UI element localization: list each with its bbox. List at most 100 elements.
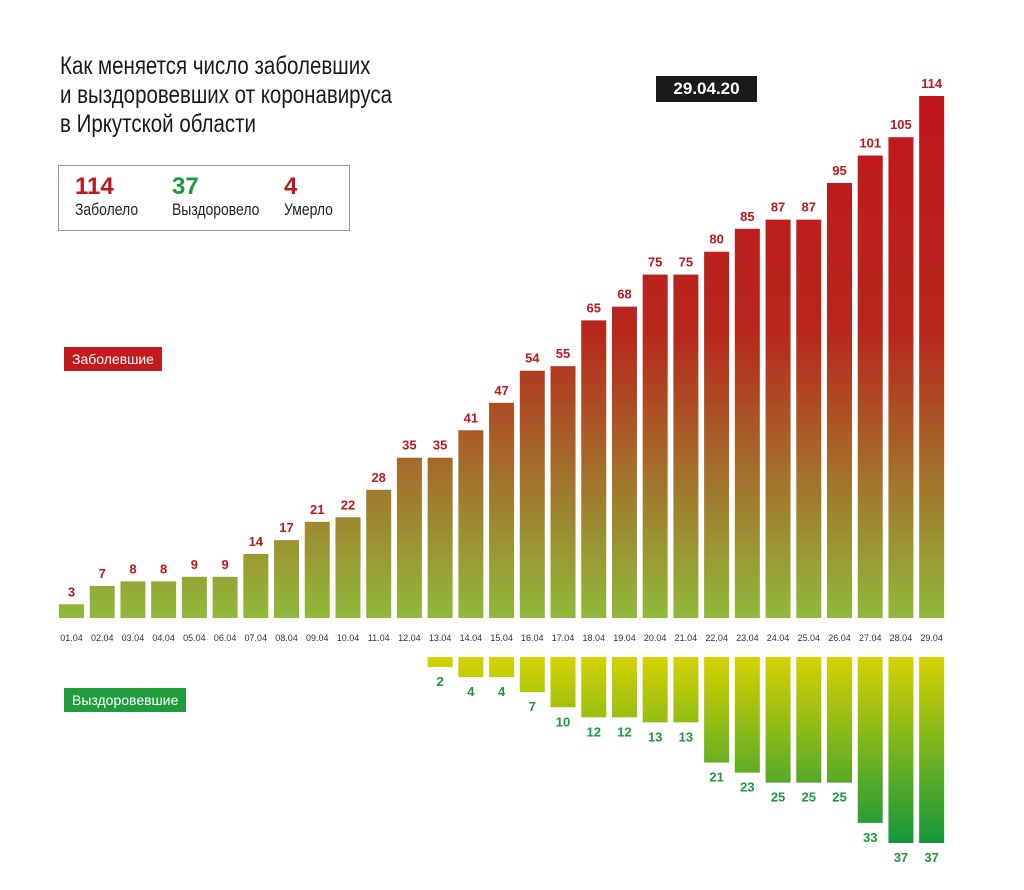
title-line: Как меняется число заболевших [60, 52, 371, 80]
infected-bar [857, 155, 883, 619]
infected-value-label: 105 [890, 117, 912, 132]
recovered-bar [765, 657, 791, 783]
x-tick-label: 16.04 [521, 633, 544, 643]
infected-value-label: 3 [68, 584, 75, 599]
infected-value-label: 41 [464, 410, 478, 425]
infected-bar [59, 604, 84, 618]
stat-infected: 114 Заболело [75, 174, 152, 220]
recovered-bar [427, 657, 453, 668]
recovered-value-label: 37 [924, 850, 938, 865]
x-tick-label: 28.04 [890, 633, 913, 643]
infected-value-label: 9 [191, 557, 198, 572]
stat-label: Выздоровело [172, 200, 260, 219]
infected-bar [151, 581, 177, 618]
recovered-value-label: 25 [832, 790, 846, 805]
x-tick-label: 05.04 [183, 633, 206, 643]
infected-value-label: 35 [433, 438, 447, 453]
infected-value-label: 87 [802, 200, 816, 215]
infected-value-label: 21 [310, 502, 324, 517]
infected-bar [519, 370, 545, 618]
x-tick-label: 06.04 [214, 633, 237, 643]
x-tick-label: 18.04 [582, 633, 605, 643]
legend-infected: Заболевшие [64, 347, 162, 371]
title-line: и выздоровевших от коронавируса [60, 81, 393, 109]
infected-bar [704, 251, 730, 618]
stat-value: 37 [172, 173, 199, 200]
recovered-value-label: 4 [498, 684, 506, 699]
x-tick-label: 17.04 [552, 633, 575, 643]
infected-value-label: 101 [859, 136, 881, 151]
x-tick-label: 04.04 [152, 633, 175, 643]
x-tick-label: 09.04 [306, 633, 329, 643]
recovered-bar [550, 657, 576, 708]
infected-value-label: 8 [129, 561, 136, 576]
infected-value-label: 68 [617, 287, 631, 302]
x-tick-label: 20.04 [644, 633, 667, 643]
infected-bar [581, 320, 607, 618]
recovered-bar [734, 657, 760, 773]
stat-label: Заболело [75, 200, 139, 219]
recovered-value-label: 21 [709, 770, 723, 785]
infected-bar [919, 96, 945, 618]
infected-value-label: 85 [740, 209, 754, 224]
recovered-bar [642, 657, 668, 723]
infected-value-label: 14 [249, 534, 264, 549]
title-line: в Иркутской области [60, 110, 257, 138]
infected-bar [274, 540, 300, 618]
recovered-bar [581, 657, 607, 718]
infected-value-label: 54 [525, 351, 540, 366]
date-badge: 29.04.20 [656, 76, 757, 102]
infected-bar [765, 219, 791, 618]
x-tick-label: 11.04 [368, 633, 390, 643]
infected-bar [243, 553, 269, 618]
recovered-bar [611, 657, 637, 718]
recovered-value-label: 25 [802, 790, 816, 805]
infected-bar [335, 517, 361, 618]
stat-deaths: 4 Умерло [284, 174, 344, 220]
infected-value-label: 35 [402, 438, 416, 453]
infected-bar [120, 581, 146, 618]
infected-bar [304, 521, 330, 618]
x-tick-label: 19.04 [613, 633, 636, 643]
infected-value-label: 9 [221, 557, 228, 572]
infected-value-label: 55 [556, 346, 570, 361]
infected-bar [796, 219, 822, 618]
recovered-bar [489, 657, 515, 678]
recovered-value-label: 13 [648, 729, 662, 744]
recovered-value-label: 7 [529, 699, 536, 714]
infected-value-label: 22 [341, 497, 355, 512]
infected-bar [550, 366, 576, 618]
recovered-value-label: 13 [679, 729, 693, 744]
recovered-bar [919, 657, 945, 843]
recovered-value-label: 12 [587, 724, 601, 739]
infected-value-label: 7 [99, 566, 106, 581]
x-tick-label: 12.04 [398, 633, 421, 643]
x-tick-label: 03.04 [122, 633, 145, 643]
x-tick-label: 23.04 [736, 633, 759, 643]
x-tick-label: 01.04 [60, 633, 83, 643]
recovered-bar [519, 657, 545, 693]
infected-bar [396, 457, 422, 618]
x-tick-label: 25.04 [798, 633, 821, 643]
x-tick-label: 14.04 [460, 633, 483, 643]
recovered-value-label: 25 [771, 790, 785, 805]
infected-bar [427, 457, 453, 618]
infected-bar [673, 274, 699, 618]
stat-value: 114 [75, 173, 114, 200]
infected-value-label: 28 [371, 470, 385, 485]
x-tick-label: 27.04 [859, 633, 882, 643]
recovered-bar [857, 657, 883, 823]
x-tick-label: 10.04 [337, 633, 360, 643]
infected-bar [642, 274, 668, 618]
infected-bar [212, 576, 238, 618]
x-tick-label: 15.04 [490, 633, 513, 643]
x-tick-label: 02.04 [91, 633, 114, 643]
infected-bar [489, 402, 515, 618]
x-tick-label: 13.04 [429, 633, 452, 643]
recovered-bar [458, 657, 484, 678]
stat-recovered: 37 Выздоровело [172, 174, 279, 220]
recovered-bar [796, 657, 822, 783]
infected-bar [827, 183, 852, 618]
chart-title: Как меняется число заболевших и выздоров… [60, 52, 392, 139]
